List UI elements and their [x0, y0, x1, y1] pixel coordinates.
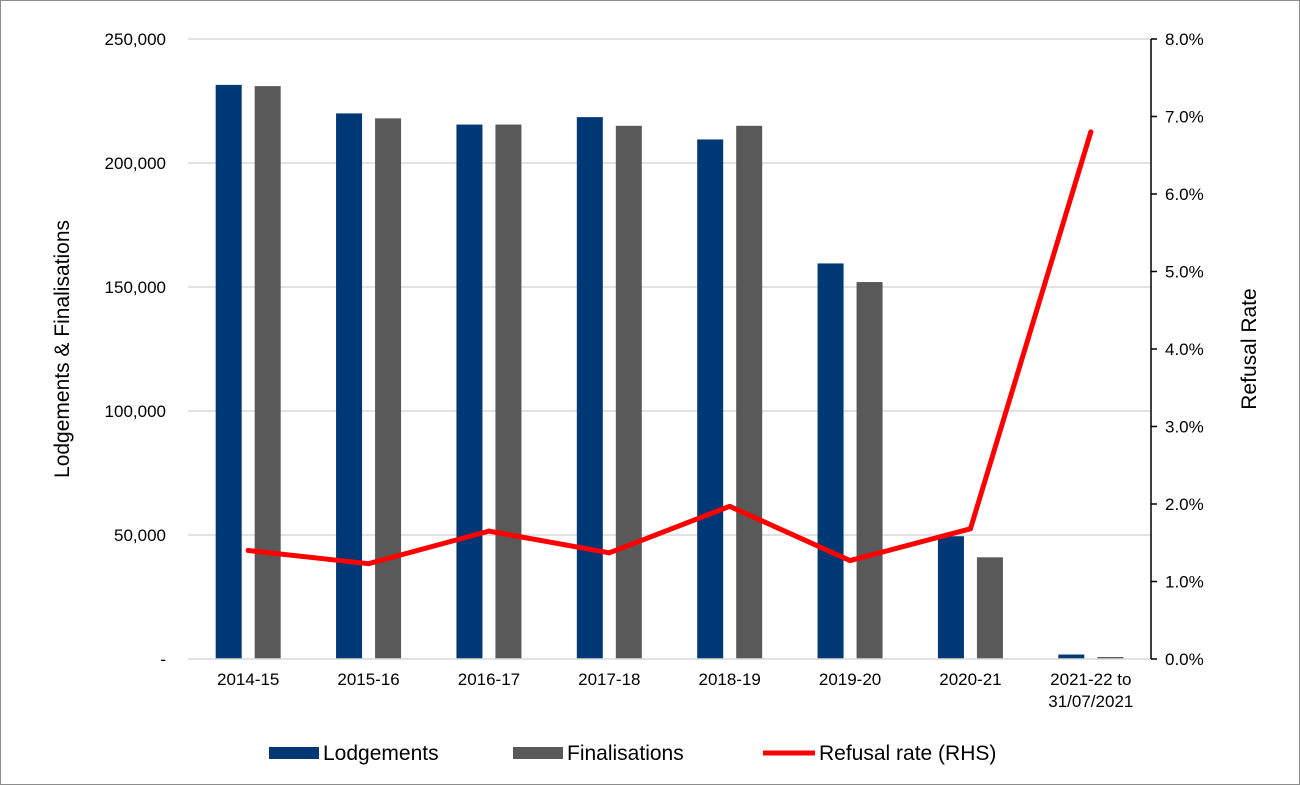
right-axis-tick-label: 6.0% — [1165, 185, 1204, 204]
right-axis-tick-label: 2.0% — [1165, 495, 1204, 514]
lodgements-bar — [336, 113, 363, 659]
refusal-rate-polyline — [245, 129, 1094, 567]
lodgements-bar — [817, 263, 844, 659]
lodgements-bar — [937, 536, 964, 659]
refusal-rate-line — [245, 129, 1094, 567]
gridlines — [188, 38, 1151, 536]
right-axis-tick-label: 4.0% — [1165, 340, 1204, 359]
refusal-rate-point — [245, 548, 251, 553]
lodgements-bar — [576, 117, 603, 660]
finalisations-bar — [976, 557, 1003, 659]
left-axis-tick-label: 100,000 — [105, 402, 166, 421]
axes — [188, 38, 1157, 660]
left-axis-tick-label: 50,000 — [114, 526, 166, 545]
legend-label: Refusal rate (RHS) — [819, 742, 996, 765]
legend-swatch — [763, 750, 815, 756]
left-axis-tick-label: 250,000 — [105, 30, 166, 49]
legend: Lodgements Finalisations Refusal rate (RHS… — [269, 742, 996, 765]
legend-label: Lodgements — [323, 742, 439, 765]
right-axis-tick-label: 3.0% — [1165, 418, 1204, 437]
legend-swatch — [269, 747, 319, 759]
refusal-rate-point — [727, 503, 733, 509]
x-axis-tick-label: 2015-16 — [337, 670, 399, 689]
right-axis-title: Refusal Rate — [1238, 288, 1261, 409]
lodgements-bar — [697, 139, 724, 659]
right-axis-tick-label: 1.0% — [1165, 573, 1204, 592]
x-axis-tick-label: 2020-21 — [939, 670, 1001, 689]
x-axis-tick-label: 2014-15 — [217, 670, 279, 689]
left-axis-tick-label: - — [160, 650, 166, 669]
x-axis-tick-label: 2019-20 — [819, 670, 881, 689]
right-axis-tick-label: 7.0% — [1165, 108, 1204, 127]
left-axis-title: Lodgements & Finalisations — [51, 220, 74, 478]
lodgements-bar — [1058, 654, 1085, 659]
lodgements-bar — [456, 124, 483, 659]
finalisations-bar — [375, 118, 402, 660]
x-axis-tick-label: 2016-17 — [458, 670, 520, 689]
left-axis-tick-label: 150,000 — [105, 278, 166, 297]
finalisations-bar — [856, 282, 883, 659]
right-axis-tick-label: 0.0% — [1165, 650, 1204, 669]
right-axis-tick-label: 8.0% — [1165, 30, 1204, 49]
finalisations-bar — [1097, 657, 1124, 659]
left-axis-tick-label: 200,000 — [105, 154, 166, 173]
right-axis-ticks: 0.0% 1.0% 2.0% 3.0% 4.0% 5.0% 6.0% 7.0% 8.0% — [1165, 30, 1204, 669]
bars — [215, 84, 1124, 660]
refusal-rate-point — [967, 526, 973, 532]
finalisations-bar — [495, 124, 522, 659]
refusal-rate-point — [1088, 129, 1094, 135]
x-axis-tick-label: 2021-22 to 31/07/2021 — [1048, 670, 1133, 711]
refusal-rate-point — [847, 558, 853, 564]
finalisations-bar — [736, 125, 763, 660]
legend-swatch — [513, 747, 563, 759]
lodgements-bar — [215, 84, 242, 659]
right-axis-tick-label: 5.0% — [1165, 263, 1204, 282]
refusal-rate-point — [606, 550, 612, 556]
left-axis-ticks: - 50,000 100,000 150,000 200,000 250,000 — [105, 30, 166, 669]
refusal-rate-point — [486, 528, 492, 534]
x-axis-ticks: 2014-15 2015-16 2016-17 2017-18 2018-19 2019-… — [217, 670, 1133, 711]
x-axis-tick-label: 2017-18 — [578, 670, 640, 689]
refusal-rate-point — [366, 561, 372, 567]
x-axis-tick-label: 2018-19 — [698, 670, 760, 689]
legend-label: Finalisations — [567, 742, 684, 765]
finalisations-bar — [254, 86, 281, 660]
finalisations-bar — [615, 125, 642, 660]
